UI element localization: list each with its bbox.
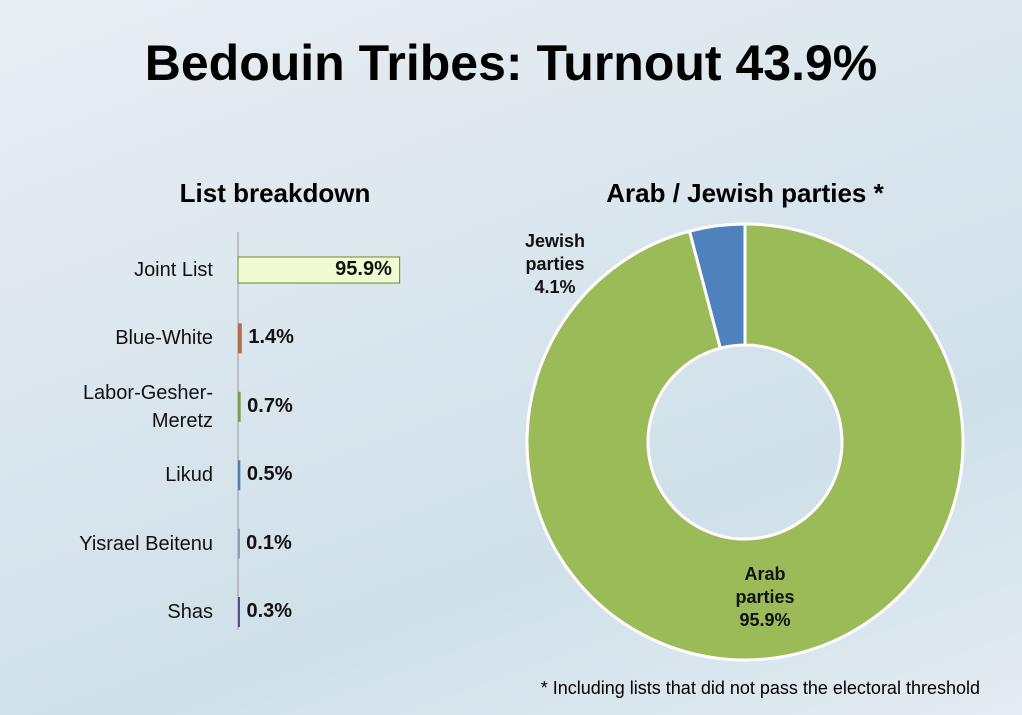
category-label: Blue-White — [115, 327, 213, 350]
value-label: 95.9% — [335, 258, 392, 280]
value-label: 1.4% — [248, 326, 294, 349]
bar — [237, 256, 401, 284]
slice-label: Arab parties 95.9% — [720, 563, 810, 632]
value-label: 0.7% — [247, 394, 293, 417]
bar — [238, 597, 241, 627]
slice-value: 4.1% — [534, 277, 576, 297]
value-label: 0.3% — [246, 600, 293, 622]
slice-category: Arab parties — [735, 564, 795, 607]
value-label: 0.1% — [246, 531, 292, 554]
donut-chart-title: Arab / Jewish parties * — [606, 178, 884, 208]
bar — [238, 528, 240, 559]
value-label: 0.5% — [246, 463, 293, 486]
category-label: Likud — [165, 464, 213, 487]
category-label: Joint List — [134, 259, 213, 281]
category-label: Yisrael Beitenu — [79, 532, 213, 555]
category-label: Shas — [167, 601, 213, 623]
slice-value: 95.9% — [739, 610, 791, 630]
slice-category: Jewish parties — [524, 231, 586, 274]
donut-slice — [525, 222, 965, 662]
bar-chart-title: List breakdown — [179, 178, 371, 208]
bar — [238, 323, 242, 354]
footnote: * Including lists that did not pass the … — [540, 678, 980, 698]
slice-label: Jewish parties 4.1% — [510, 230, 600, 299]
bar — [238, 460, 241, 491]
bar — [238, 391, 241, 422]
slide-title: Bedouin Tribes: Turnout 43.9% — [144, 35, 878, 91]
category-label: Labor-Gesher-Meretz — [82, 381, 213, 432]
